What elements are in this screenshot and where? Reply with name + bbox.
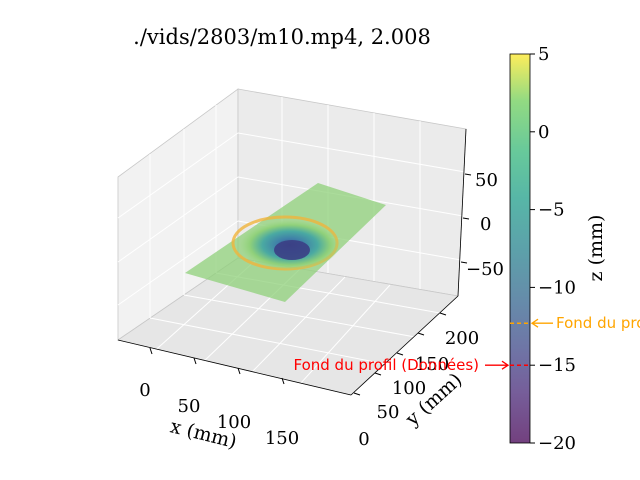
y-tick-label: 150 (415, 354, 449, 375)
y-tick-label: 50 (377, 402, 400, 423)
colorbar-gradient (509, 53, 531, 444)
annotation-arrow (485, 360, 510, 370)
colorbar-tick-label: 0 (538, 122, 549, 143)
x-axis-line (117, 339, 352, 396)
y-ticks: 0 50 100 150 200 (353, 312, 479, 450)
y-tick-label: 0 (358, 429, 369, 450)
x-tick-label: 0 (139, 380, 150, 401)
colorbar-tick-label: −10 (538, 277, 576, 298)
colorbar-tick-label: −5 (538, 200, 565, 221)
x-tick-label: 150 (265, 428, 299, 449)
x-ticks: 0 50 100 150 (139, 347, 299, 449)
z-ticks: −50 0 50 (460, 170, 504, 280)
annotation-arrow (530, 318, 553, 328)
y-tick-label: 200 (445, 328, 479, 349)
annotation-label: Fond du profil (Données) (293, 356, 479, 374)
y-tick-label: 100 (392, 378, 426, 399)
axes-3d (117, 88, 467, 396)
colorbar-ticks: 5 0 −5 −10 −15 −20 (530, 44, 576, 454)
z-tick-label: −50 (466, 259, 504, 280)
chart-title: ./vids/2803/m10.mp4, 2.008 (133, 25, 431, 49)
annotation-label: Fond du profil (556, 314, 640, 332)
colorbar-tick-label: −15 (538, 355, 576, 376)
z-tick-label: 0 (480, 214, 491, 235)
colorbar-tick-label: 5 (538, 44, 549, 65)
surface-depression-core (274, 240, 310, 260)
colorbar-label: z (mm) (585, 215, 607, 282)
colorbar-tick-label: −20 (538, 433, 576, 454)
y-axis-line (350, 295, 459, 396)
colorbar: 5 0 −5 −10 −15 −20 z (mm) (509, 44, 607, 454)
x-tick-label: 100 (217, 412, 251, 433)
z-axis-line (457, 128, 467, 297)
x-tick-label: 50 (178, 396, 201, 417)
z-tick-label: 50 (475, 170, 498, 191)
annotations: Fond du profil (Données) Fond du profil (293, 314, 640, 374)
